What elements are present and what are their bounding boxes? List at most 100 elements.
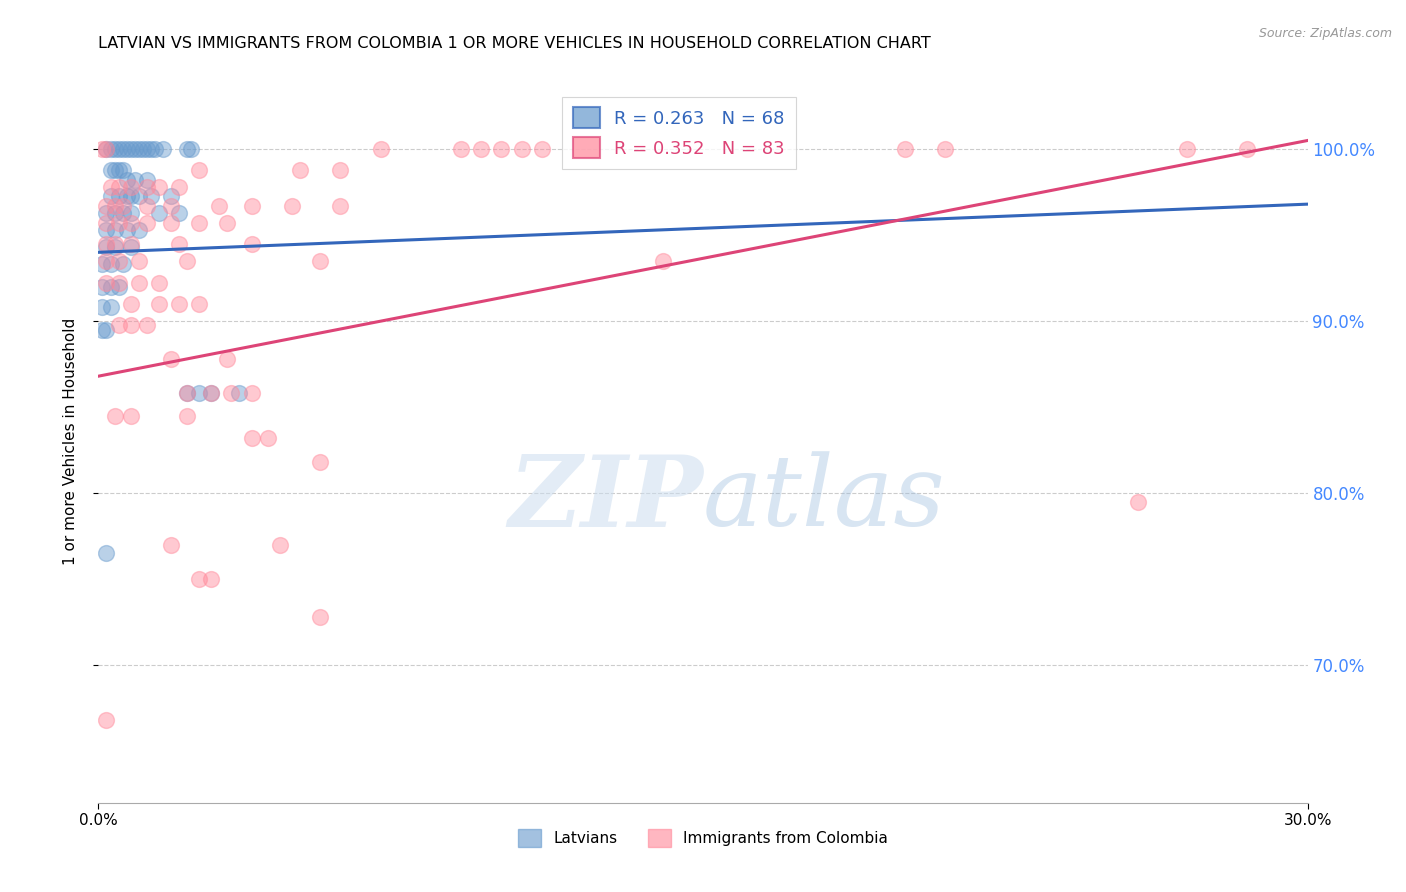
Point (107, 279, 129, 293)
Y-axis label: 1 or more Vehicles in Household: 1 or more Vehicles in Household (63, 318, 77, 566)
Point (115, 173, 138, 187)
Point (115, 223, 138, 237)
Point (96, 223, 118, 237)
Point (96, 240, 118, 254)
Point (160, 538, 183, 552)
Point (100, 180, 122, 194)
Point (148, 180, 170, 194)
Point (91, 323, 114, 337)
Point (96, 277, 118, 291)
Point (100, 188, 122, 202)
Point (107, 188, 129, 202)
Point (132, 142, 155, 156)
Point (309, 610, 332, 624)
Point (139, 188, 162, 202)
Point (148, 277, 170, 291)
Point (96, 254, 118, 268)
Point (135, 318, 157, 332)
Point (329, 162, 352, 177)
Text: atlas: atlas (703, 451, 946, 547)
Point (160, 216, 183, 230)
Point (651, 254, 673, 268)
Point (208, 199, 231, 213)
Point (510, 142, 533, 156)
Point (128, 223, 150, 237)
Point (96, 713, 118, 727)
Point (107, 162, 129, 177)
Point (152, 142, 174, 156)
Point (120, 188, 142, 202)
Point (309, 254, 332, 268)
Point (1175, 142, 1198, 156)
Point (124, 142, 146, 156)
Point (135, 180, 157, 194)
Point (217, 351, 239, 366)
Point (188, 297, 211, 311)
Point (135, 142, 157, 156)
Point (135, 216, 157, 230)
Point (103, 199, 125, 213)
Point (491, 142, 513, 156)
Point (128, 142, 150, 156)
Point (329, 199, 352, 213)
Point (103, 223, 125, 237)
Point (115, 188, 138, 202)
Point (91, 257, 114, 271)
Point (240, 199, 263, 213)
Point (107, 180, 129, 194)
Point (188, 162, 211, 177)
Point (107, 142, 129, 156)
Point (200, 386, 222, 401)
Point (111, 257, 134, 271)
Point (100, 257, 122, 271)
Point (217, 216, 239, 230)
Point (96, 216, 118, 230)
Point (120, 216, 142, 230)
Point (103, 409, 125, 423)
Point (176, 386, 198, 401)
Point (240, 431, 263, 445)
Point (96, 236, 118, 251)
Point (180, 142, 202, 156)
Point (148, 297, 170, 311)
Point (91, 279, 114, 293)
Point (120, 318, 142, 332)
Point (107, 216, 129, 230)
Point (91, 301, 114, 315)
Point (120, 409, 142, 423)
Point (124, 173, 146, 187)
Point (160, 199, 183, 213)
Point (1128, 495, 1150, 509)
Point (228, 386, 250, 401)
Point (111, 162, 134, 177)
Point (200, 386, 222, 401)
Point (188, 572, 211, 586)
Point (96, 199, 118, 213)
Point (176, 386, 198, 401)
Point (103, 206, 125, 220)
Point (188, 216, 211, 230)
Point (96, 142, 118, 156)
Point (143, 142, 166, 156)
Point (148, 206, 170, 220)
Point (103, 240, 125, 254)
Point (120, 180, 142, 194)
Point (139, 142, 162, 156)
Point (100, 301, 122, 315)
Point (269, 538, 291, 552)
Point (167, 297, 190, 311)
Point (281, 199, 304, 213)
Point (91, 142, 114, 156)
Point (167, 206, 190, 220)
Point (100, 142, 122, 156)
Point (167, 236, 190, 251)
Point (120, 297, 142, 311)
Text: ZIP: ZIP (508, 451, 703, 548)
Point (120, 206, 142, 220)
Point (96, 546, 118, 560)
Point (107, 318, 129, 332)
Point (120, 236, 142, 251)
Point (128, 254, 150, 268)
Point (221, 386, 243, 401)
Point (256, 431, 278, 445)
